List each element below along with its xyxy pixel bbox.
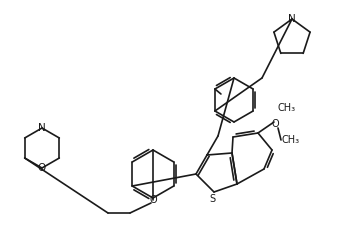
Text: CH₃: CH₃ bbox=[282, 135, 300, 145]
Text: O: O bbox=[38, 163, 46, 173]
Text: N: N bbox=[38, 123, 46, 133]
Text: O: O bbox=[271, 119, 279, 129]
Text: S: S bbox=[209, 194, 215, 204]
Text: CH₃: CH₃ bbox=[278, 103, 296, 113]
Text: O: O bbox=[149, 195, 157, 205]
Text: N: N bbox=[288, 14, 296, 24]
